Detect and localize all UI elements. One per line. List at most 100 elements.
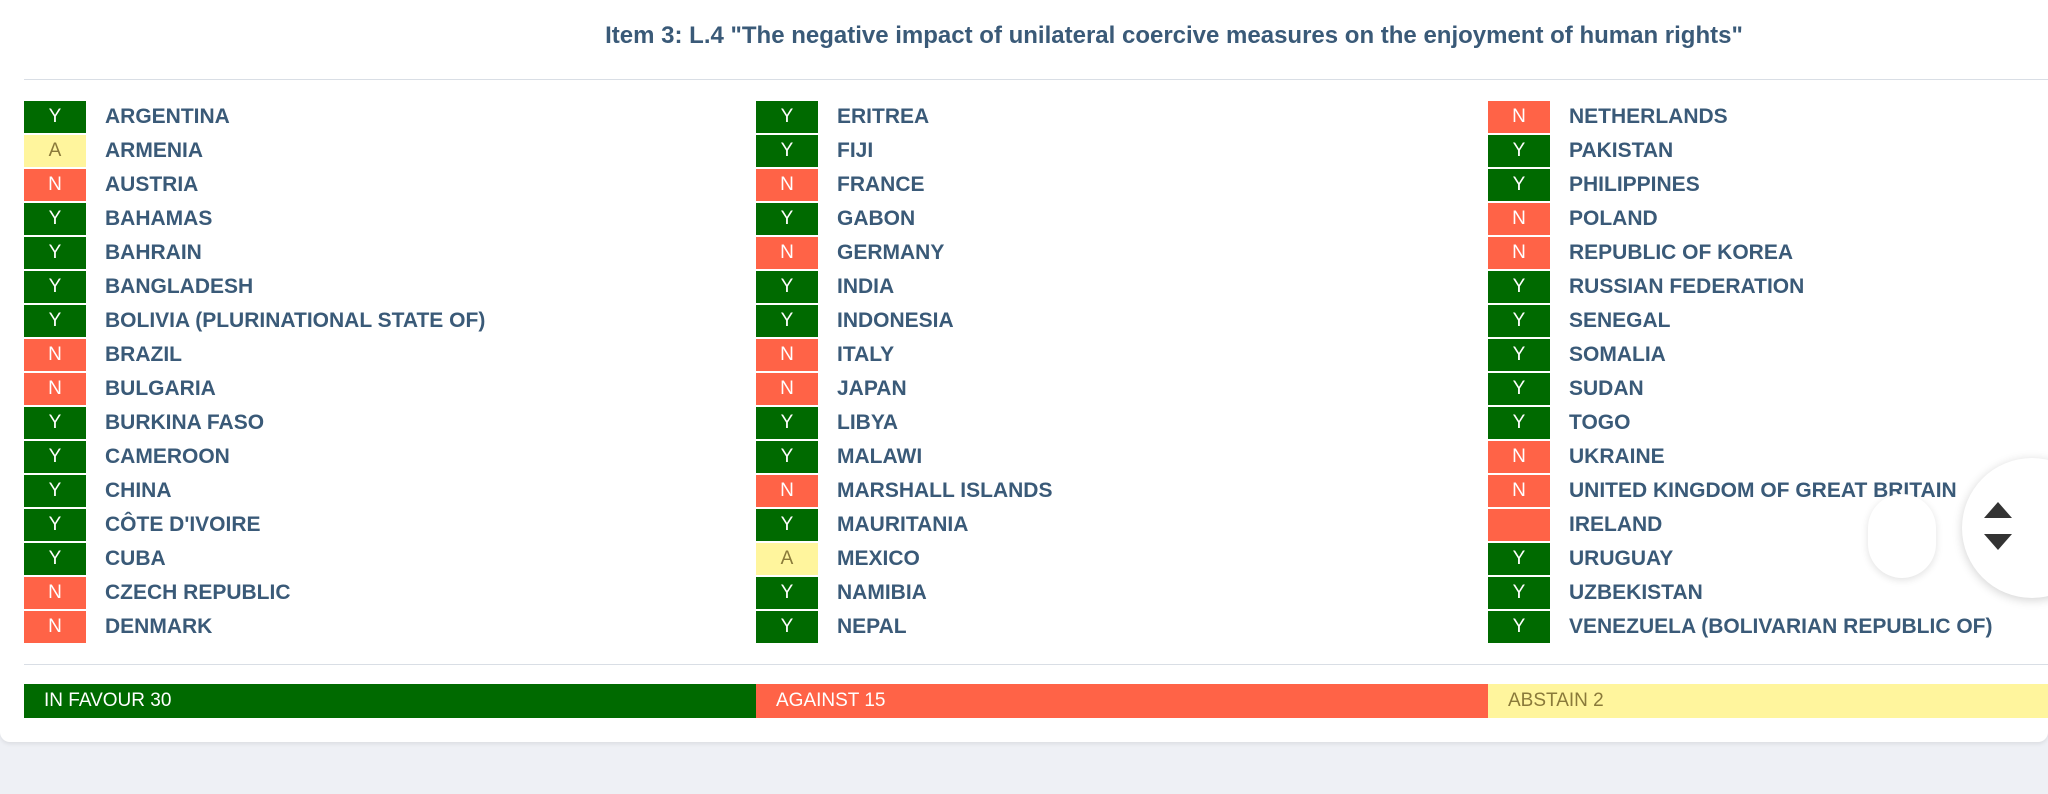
country-name: REPUBLIC OF KOREA: [1569, 241, 1794, 264]
vote-row: Y BOLIVIA (PLURINATIONAL STATE OF): [24, 304, 754, 338]
country-name: JAPAN: [837, 377, 907, 400]
vote-badge: Y: [756, 271, 818, 303]
country-name: FRANCE: [837, 173, 925, 196]
vote-badge: N: [1488, 203, 1550, 235]
country-name: SOMALIA: [1569, 343, 1666, 366]
vote-badge: N: [1488, 101, 1550, 133]
vote-row: N ITALY: [756, 338, 1486, 372]
vote-row: N UNITED KINGDOM OF GREAT BRITAIN: [1488, 474, 2048, 508]
vote-badge: N: [756, 237, 818, 269]
country-name: CHINA: [105, 479, 172, 502]
vote-row: Y ARGENTINA: [24, 100, 754, 134]
divider-bottom: [24, 664, 2048, 665]
vote-badge: Y: [756, 441, 818, 473]
country-name: CAMEROON: [105, 445, 230, 468]
vote-row: Y NAMIBIA: [756, 576, 1486, 610]
country-name: AUSTRIA: [105, 173, 199, 196]
vote-badge: N: [24, 611, 86, 643]
vote-row: Y TOGO: [1488, 406, 2048, 440]
vote-row: N UKRAINE: [1488, 440, 2048, 474]
vote-row: Y MALAWI: [756, 440, 1486, 474]
vote-badge: Y: [1488, 543, 1550, 575]
vote-row: N GERMANY: [756, 236, 1486, 270]
vote-row: N JAPAN: [756, 372, 1486, 406]
vote-row: Y BAHRAIN: [24, 236, 754, 270]
tally-against: AGAINST 15: [756, 684, 1488, 718]
vote-badge: Y: [1488, 135, 1550, 167]
vote-row: Y PHILIPPINES: [1488, 168, 2048, 202]
vote-badge: Y: [756, 407, 818, 439]
vote-row: Y BANGLADESH: [24, 270, 754, 304]
country-name: ITALY: [837, 343, 895, 366]
vote-badge: N: [1488, 475, 1550, 507]
country-name: INDIA: [837, 275, 895, 298]
vote-badge: Y: [24, 543, 86, 575]
vote-row: Y LIBYA: [756, 406, 1486, 440]
vote-row: Y CAMEROON: [24, 440, 754, 474]
arrow-up-icon[interactable]: [1984, 502, 2012, 518]
vote-badge: Y: [1488, 373, 1550, 405]
vote-badge: N: [1488, 237, 1550, 269]
country-name: UKRAINE: [1569, 445, 1665, 468]
vote-row: Y FIJI: [756, 134, 1486, 168]
country-name: CÔTE D'IVOIRE: [105, 513, 261, 536]
vote-row: Y INDONESIA: [756, 304, 1486, 338]
vote-badge: Y: [24, 475, 86, 507]
vote-badge: Y: [756, 305, 818, 337]
vote-row: Y BAHAMAS: [24, 202, 754, 236]
vote-row: A ARMENIA: [24, 134, 754, 168]
country-name: INDONESIA: [837, 309, 954, 332]
vote-badge: Y: [1488, 577, 1550, 609]
vote-badge: N: [24, 169, 86, 201]
country-name: PAKISTAN: [1569, 139, 1674, 162]
country-name: BAHAMAS: [105, 207, 213, 230]
country-name: DENMARK: [105, 615, 213, 638]
page-title: Item 3: L.4 "The negative impact of unil…: [605, 22, 1743, 49]
vote-row: Y MAURITANIA: [756, 508, 1486, 542]
vote-row: N BRAZIL: [24, 338, 754, 372]
country-name: BRAZIL: [105, 343, 182, 366]
vote-row: Y SOMALIA: [1488, 338, 2048, 372]
vote-row: Y SENEGAL: [1488, 304, 2048, 338]
country-name: RUSSIAN FEDERATION: [1569, 275, 1805, 298]
country-name: URUGUAY: [1569, 547, 1674, 570]
country-name: CZECH REPUBLIC: [105, 581, 291, 604]
vote-badge: Y: [24, 441, 86, 473]
country-name: VENEZUELA (BOLIVARIAN REPUBLIC OF): [1569, 615, 1993, 638]
country-name: GERMANY: [837, 241, 945, 264]
vote-badge: Y: [24, 509, 86, 541]
vote-row: Y BURKINA FASO: [24, 406, 754, 440]
country-name: FIJI: [837, 139, 874, 162]
vote-badge: Y: [756, 203, 818, 235]
vote-badge: Y: [24, 271, 86, 303]
floating-action-button[interactable]: [1868, 494, 1936, 578]
vote-row: Y SUDAN: [1488, 372, 2048, 406]
arrow-down-icon[interactable]: [1984, 534, 2012, 550]
country-name: MALAWI: [837, 445, 923, 468]
vote-row: Y CÔTE D'IVOIRE: [24, 508, 754, 542]
vote-row: N BULGARIA: [24, 372, 754, 406]
vote-badge: N: [24, 373, 86, 405]
vote-badge: Y: [24, 305, 86, 337]
divider-top: [24, 79, 2048, 80]
vote-row: N POLAND: [1488, 202, 2048, 236]
vote-badge: N: [756, 169, 818, 201]
country-name: TOGO: [1569, 411, 1631, 434]
vote-column-3: N NETHERLANDS Y PAKISTAN Y PHILIPPINES N POLAND…: [1488, 100, 2048, 644]
vote-row: A MEXICO: [756, 542, 1486, 576]
vote-row: Y GABON: [756, 202, 1486, 236]
vote-badge: N: [24, 577, 86, 609]
country-name: MEXICO: [837, 547, 920, 570]
vote-badge: [1488, 509, 1550, 541]
country-name: MAURITANIA: [837, 513, 969, 536]
country-name: ARGENTINA: [105, 105, 230, 128]
vote-badge: Y: [756, 611, 818, 643]
vote-badge: Y: [24, 407, 86, 439]
country-name: CUBA: [105, 547, 166, 570]
country-name: POLAND: [1569, 207, 1658, 230]
vote-badge: N: [756, 475, 818, 507]
vote-column-1: Y ARGENTINA A ARMENIA N AUSTRIA Y BAHAMAS Y BAHRA…: [24, 100, 754, 644]
country-name: BAHRAIN: [105, 241, 202, 264]
vote-row: Y VENEZUELA (BOLIVARIAN REPUBLIC OF): [1488, 610, 2048, 644]
vote-badge: Y: [24, 203, 86, 235]
